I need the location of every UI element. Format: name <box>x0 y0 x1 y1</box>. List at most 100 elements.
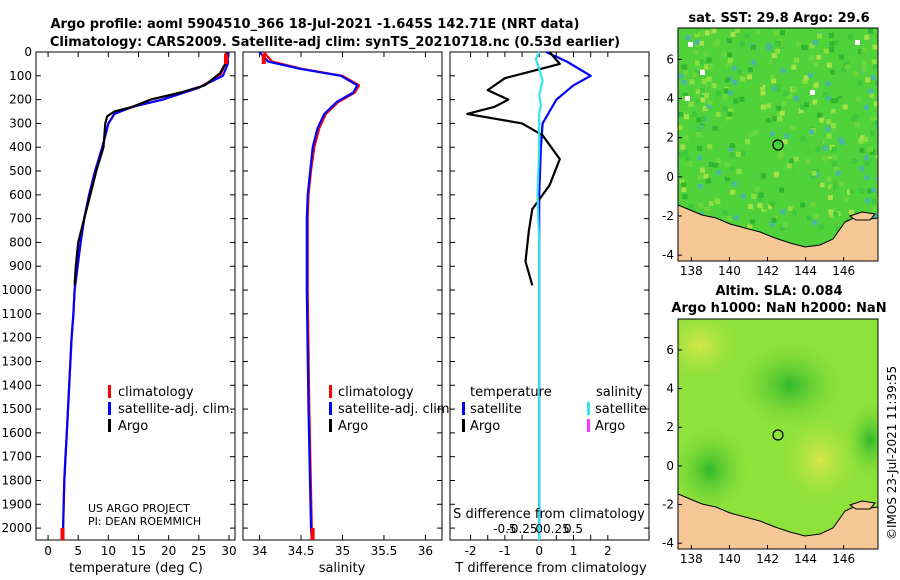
sst-pixel <box>864 175 870 181</box>
y-tick-label: 1300 <box>1 354 32 368</box>
sst-pixel <box>784 133 790 139</box>
x-tick-label: 0 <box>44 544 52 558</box>
sst-pixel <box>814 169 820 175</box>
climatology-marker <box>310 528 315 540</box>
sst-pixel <box>819 182 825 188</box>
sst-pixel <box>774 29 780 35</box>
sst-pixel <box>782 222 788 228</box>
sst-pixel <box>850 189 855 195</box>
sst-map-frame <box>677 27 879 262</box>
sst-pixel <box>739 96 745 102</box>
map-y-tick-label: 2 <box>666 131 674 145</box>
sst-pixel <box>778 151 784 157</box>
sst-pixel <box>727 119 733 125</box>
sst-pixel <box>723 94 728 100</box>
sst-pixel <box>858 49 863 54</box>
sst-pixel <box>822 145 828 151</box>
sst-pixel <box>715 39 720 45</box>
sst-pixel <box>760 104 766 110</box>
map-x-tick-label: 142 <box>756 264 779 278</box>
sst-pixel <box>783 91 789 96</box>
sst-pixel <box>693 49 699 55</box>
sst-pixel <box>770 201 776 207</box>
sst-pixel <box>707 63 713 69</box>
sst-pixel <box>871 206 877 212</box>
sst-pixel <box>679 100 685 105</box>
salinity-xlabel: salinity <box>319 561 366 576</box>
sst-pixel <box>800 136 806 142</box>
sst-pixel <box>678 125 683 131</box>
sst-pixel <box>769 221 775 227</box>
sst-pixel <box>867 188 873 194</box>
sst-pixel <box>747 223 753 229</box>
sla-map-frame <box>677 318 879 550</box>
sst-pixel <box>825 126 831 132</box>
legend-label-t-argo: Argo <box>470 419 500 434</box>
sla-land <box>678 493 878 549</box>
sst-pixel <box>874 120 878 126</box>
difference-panel: -2 -1 0 1 2 S difference from climatology -0… <box>449 51 650 576</box>
sst-pixel <box>684 114 689 120</box>
sst-pixel <box>726 216 732 222</box>
sst-pixel <box>707 100 713 106</box>
map-y-tick-label: -2 <box>662 498 674 512</box>
sst-pixel <box>727 111 733 117</box>
sst-pixel <box>727 76 733 82</box>
sst-pixel <box>678 151 684 157</box>
sst-pixel <box>685 155 691 161</box>
sst-pixel <box>683 135 689 141</box>
sst-pixel <box>681 79 687 85</box>
sst-pixel <box>780 43 786 49</box>
sst-pixel <box>770 131 775 137</box>
sst-pixel <box>828 209 834 215</box>
sst-pixel <box>769 74 775 79</box>
sla-green-eddy <box>845 400 878 480</box>
sst-pixel <box>757 82 763 88</box>
sst-pixel <box>702 106 708 111</box>
sla-map-title-line1: Altim. SLA: 0.084 <box>716 284 843 299</box>
sst-pixel <box>687 161 693 167</box>
sst-pixel <box>829 41 835 47</box>
sst-pixel <box>760 84 766 90</box>
sst-pixel <box>765 117 771 123</box>
sst-pixel <box>832 179 837 184</box>
sst-pixel <box>691 111 697 117</box>
sst-island <box>848 211 876 221</box>
legend-marker-climatology <box>329 385 332 398</box>
sst-pixel <box>754 186 760 192</box>
sst-pixel <box>823 48 829 54</box>
sst-pixel <box>875 158 878 164</box>
legend-marker-argo <box>329 419 332 432</box>
sst-pixel <box>803 194 809 200</box>
sst-pixel <box>837 137 843 143</box>
series-line-temperature-argo <box>466 51 561 286</box>
sst-pixel <box>704 93 709 99</box>
sst-pixel <box>685 35 691 41</box>
sst-pixel <box>809 43 815 49</box>
sst-pixel <box>723 141 729 147</box>
sst-pixel <box>823 92 828 97</box>
sst-pixel <box>728 146 734 152</box>
sst-pixel <box>708 161 714 167</box>
sst-pixel <box>745 139 751 145</box>
sst-pixel <box>694 32 700 38</box>
sst-pixel <box>709 212 715 218</box>
s-tick-label: 0.25 <box>543 522 570 536</box>
salinity-panel: 34 34.5 35 35.5 36 salinity climatology sate… <box>242 51 454 576</box>
sst-pixel <box>722 106 728 111</box>
map-x-tick-label: 140 <box>718 264 741 278</box>
sst-pixel <box>706 87 711 93</box>
sst-pixel <box>734 28 740 33</box>
sst-pixel <box>682 194 688 200</box>
sst-pixel <box>868 28 873 34</box>
legend-label-s-satellite: satellite <box>595 402 647 417</box>
series-line-argo <box>73 53 228 286</box>
y-tick-label: 300 <box>9 116 32 130</box>
sst-pixel <box>761 173 767 179</box>
figure-title-line2: Climatology: CARS2009. Satellite-adj cli… <box>50 35 620 50</box>
legend-marker-t-argo <box>462 419 465 432</box>
sst-pixel <box>761 206 767 212</box>
sst-pixel <box>776 140 782 146</box>
x-tick-label: 2 <box>604 544 612 558</box>
sst-pixel <box>859 188 865 194</box>
